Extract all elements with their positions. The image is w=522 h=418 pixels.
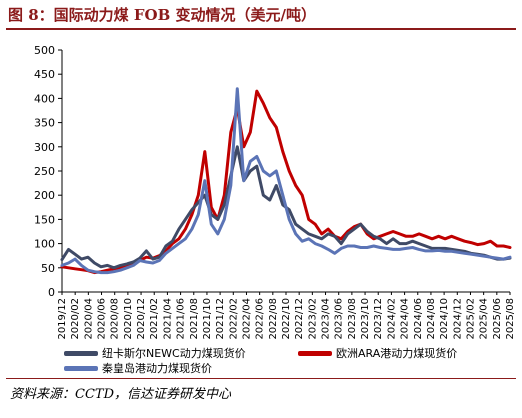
x-tick-label: 2020/04 (83, 298, 94, 340)
y-tick-label: 50 (41, 262, 55, 275)
y-tick-label: 250 (34, 165, 55, 178)
x-tick-label: 2023/08 (347, 298, 358, 340)
y-tick-label: 500 (34, 44, 55, 57)
series-line-2 (60, 87, 512, 275)
x-tick-label: 2022/04 (241, 298, 252, 340)
y-tick-label: 450 (34, 68, 55, 81)
x-tick-label: 2022/10 (281, 298, 292, 340)
x-tick-label: 2023/12 (373, 298, 384, 340)
bottom-rule (6, 378, 516, 379)
legend-swatch-qinhuangdao (64, 365, 98, 371)
x-tick-label: 2021/10 (202, 298, 213, 340)
series-line-1 (60, 89, 512, 275)
x-tick-label: 2024/12 (452, 298, 463, 340)
x-tick-label: 2022/12 (294, 298, 305, 340)
x-tick-label: 2021/06 (176, 298, 187, 340)
x-tick-label: 2025/02 (465, 298, 476, 340)
x-tick-label: 2021/04 (162, 298, 173, 340)
x-tick-label: 2024/06 (413, 298, 424, 340)
legend-item-qinhuangdao: 秦皇岛港动力煤现货价 (64, 360, 212, 376)
y-tick-label: 0 (48, 286, 55, 299)
x-tick-label: 2022/02 (228, 298, 239, 340)
x-tick-label: 2020/02 (70, 298, 81, 340)
x-tick-label: 2021/12 (215, 298, 226, 340)
title-rule (6, 28, 516, 30)
legend-label-newc: 纽卡斯尔NEWC动力煤现货价 (102, 347, 246, 360)
x-tick-label: 2025/06 (492, 298, 503, 340)
legend-item-newc: 纽卡斯尔NEWC动力煤现货价 (64, 345, 246, 361)
source-note: 资料来源：CCTD，信达证券研发中心 (10, 387, 231, 402)
x-tick-label: 2021/08 (189, 298, 200, 340)
figure-title: 图 8：国际动力煤 FOB 变动情况（美元/吨） (8, 6, 316, 24)
y-tick-label: 100 (34, 238, 55, 251)
x-tick-label: 2021/02 (149, 298, 160, 340)
x-tick-label: 2025/08 (505, 298, 516, 340)
x-tick-label: 2020/06 (97, 298, 108, 340)
y-tick-label: 200 (34, 189, 55, 202)
x-tick-label: 2019/12 (57, 298, 68, 340)
x-tick-label: 2024/08 (426, 298, 437, 340)
x-tick-label: 2023/04 (321, 298, 332, 340)
legend-swatch-ara (298, 350, 332, 356)
legend-label-ara: 欧洲ARA港动力煤现货价 (336, 347, 458, 360)
x-tick-label: 2023/10 (360, 298, 371, 340)
legend-item-ara: 欧洲ARA港动力煤现货价 (298, 345, 457, 361)
x-tick-label: 2022/08 (268, 298, 279, 340)
x-tick-label: 2023/06 (334, 298, 345, 340)
x-tick-label: 2024/10 (439, 298, 450, 340)
y-tick-label: 300 (34, 141, 55, 154)
x-tick-label: 2020/10 (123, 298, 134, 340)
y-tick-label: 400 (34, 92, 55, 105)
x-tick-label: 2022/06 (255, 298, 266, 340)
x-tick-label: 2024/04 (400, 298, 411, 340)
x-tick-label: 2020/12 (136, 298, 147, 340)
legend-label-qinhuangdao: 秦皇岛港动力煤现货价 (102, 362, 212, 375)
y-tick-label: 350 (34, 117, 55, 130)
y-tick-label: 150 (34, 213, 55, 226)
x-tick-label: 2023/02 (307, 298, 318, 340)
x-tick-label: 2020/08 (110, 298, 121, 340)
legend-swatch-newc (64, 350, 98, 356)
x-tick-label: 2024/02 (386, 298, 397, 340)
x-tick-label: 2025/04 (479, 298, 490, 340)
